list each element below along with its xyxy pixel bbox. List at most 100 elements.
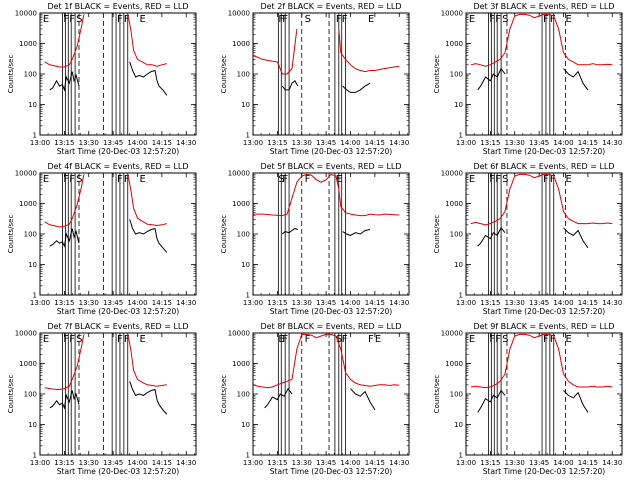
y-tick-label: 1000 xyxy=(232,200,250,208)
x-tick-label: 14:00 xyxy=(127,459,147,467)
events-series-line xyxy=(49,219,168,253)
x-tick-label: 13:00 xyxy=(243,139,263,147)
events-series-line xyxy=(477,67,589,91)
y-tick-label: 1000 xyxy=(232,360,250,368)
y-tick-label: 100 xyxy=(24,231,37,239)
phase-label: E xyxy=(43,174,49,185)
events-series-line xyxy=(264,387,376,411)
plot-frame xyxy=(465,12,623,136)
y-tick-label: 1 xyxy=(459,452,463,460)
y-tick-label: 10 xyxy=(241,101,250,109)
y-tick-label: 1 xyxy=(459,292,463,300)
phase-label: S xyxy=(502,14,508,25)
events-series-line xyxy=(281,228,371,236)
x-tick-label: 13:45 xyxy=(529,299,549,307)
lld-series-line xyxy=(252,333,400,389)
plot-frame xyxy=(252,172,410,296)
y-axis-label: Counts/sec xyxy=(433,375,441,414)
y-axis-label: Counts/sec xyxy=(220,375,228,414)
phase-label: F xyxy=(124,14,130,25)
chart-title: Det 4f BLACK = Events, RED = LLD xyxy=(47,162,188,171)
chart-title: Det 6f BLACK = Events, RED = LLD xyxy=(473,162,614,171)
y-tick-label: 10 xyxy=(454,101,463,109)
y-axis-label: Counts/sec xyxy=(433,55,441,94)
phase-label: F xyxy=(63,334,69,345)
phase-label: F xyxy=(543,174,549,185)
lld-series-line xyxy=(470,333,613,389)
x-tick-label: 13:00 xyxy=(243,299,263,307)
x-tick-label: 14:30 xyxy=(602,299,622,307)
x-tick-label: 13:15 xyxy=(480,299,500,307)
x-tick-label: 14:15 xyxy=(578,459,598,467)
lld-series-line xyxy=(253,173,400,217)
x-tick-label: 13:30 xyxy=(505,459,525,467)
phase-label: F xyxy=(69,14,75,25)
x-tick-label: 13:30 xyxy=(505,299,525,307)
lld-series-line xyxy=(44,174,167,228)
phase-label: E xyxy=(139,174,145,185)
x-axis-label: Start Time (20-Dec-03 12:57:20) xyxy=(57,467,179,476)
phase-label: F xyxy=(63,174,69,185)
y-tick-label: 100 xyxy=(450,71,463,79)
chart-panel-8: Det 8f BLACK = Events, RED = LLD Counts/s… xyxy=(220,322,410,476)
x-tick-label: 13:30 xyxy=(292,459,312,467)
y-tick-label: 10 xyxy=(454,261,463,269)
phase-label: F xyxy=(63,14,69,25)
phase-label: F xyxy=(124,174,130,185)
x-axis-label: Start Time (20-Dec-03 12:57:20) xyxy=(483,307,605,316)
x-axis-label: Start Time (20-Dec-03 12:57:20) xyxy=(483,147,605,156)
phase-label: E xyxy=(375,334,381,345)
y-tick-label: 10000 xyxy=(15,170,37,178)
lld-series-line xyxy=(470,173,613,226)
phase-label: F xyxy=(550,14,556,25)
x-tick-label: 14:00 xyxy=(553,299,573,307)
phase-label: S xyxy=(502,334,508,345)
y-tick-label: 10 xyxy=(28,421,37,429)
plot-frame xyxy=(465,332,623,456)
y-tick-label: 100 xyxy=(450,231,463,239)
phase-label: F xyxy=(282,14,288,25)
y-tick-label: 10000 xyxy=(228,170,250,178)
chart-panel-5: Det 5f BLACK = Events, RED = LLD Counts/s… xyxy=(220,162,410,316)
lld-series-line xyxy=(44,14,167,68)
chart-panel-2: Det 2f BLACK = Events, RED = LLD Counts/s… xyxy=(220,2,410,156)
y-tick-label: 10 xyxy=(241,421,250,429)
phase-label: F xyxy=(124,334,130,345)
x-tick-label: 14:00 xyxy=(127,299,147,307)
chart-panel-7: Det 7f BLACK = Events, RED = LLD Counts/s… xyxy=(7,322,197,476)
y-tick-label: 10 xyxy=(28,261,37,269)
phase-label: E xyxy=(139,14,145,25)
x-tick-label: 13:30 xyxy=(292,139,312,147)
phase-label: F xyxy=(282,334,288,345)
x-tick-label: 14:00 xyxy=(340,139,360,147)
phase-label: E xyxy=(469,174,475,185)
phase-label: S xyxy=(502,174,508,185)
y-tick-label: 1 xyxy=(246,452,250,460)
chart-title: Det 2f BLACK = Events, RED = LLD xyxy=(260,2,401,11)
y-axis-label: Counts/sec xyxy=(220,215,228,254)
x-axis-label: Start Time (20-Dec-03 12:57:20) xyxy=(57,147,179,156)
x-tick-label: 14:30 xyxy=(176,139,196,147)
phase-label: E xyxy=(43,334,49,345)
x-tick-label: 14:30 xyxy=(389,459,409,467)
phase-label: S xyxy=(336,334,342,345)
y-tick-label: 10000 xyxy=(15,330,37,338)
y-tick-label: 10000 xyxy=(15,10,37,18)
plot-frame xyxy=(39,172,197,296)
x-tick-label: 13:45 xyxy=(529,139,549,147)
y-tick-label: 1 xyxy=(246,292,250,300)
phase-label: F xyxy=(117,14,123,25)
y-tick-label: 10000 xyxy=(228,10,250,18)
phase-label: S xyxy=(76,14,82,25)
phase-label: S xyxy=(278,174,284,185)
x-tick-label: 13:45 xyxy=(103,459,123,467)
y-tick-label: 1 xyxy=(33,132,37,140)
phase-label: F xyxy=(282,174,288,185)
plot-frame xyxy=(252,12,410,136)
phase-label: F xyxy=(305,334,311,345)
phase-label: F xyxy=(489,174,495,185)
y-tick-label: 10000 xyxy=(228,330,250,338)
events-series-line xyxy=(477,226,589,249)
phase-label: F xyxy=(278,14,284,25)
